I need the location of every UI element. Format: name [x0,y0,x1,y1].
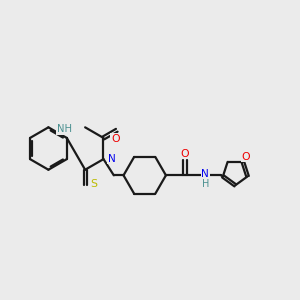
Text: O: O [111,134,120,143]
Text: H: H [202,178,209,189]
Text: N: N [202,169,209,179]
Text: O: O [242,152,250,162]
Text: N: N [108,154,116,164]
Text: S: S [90,178,97,189]
Text: NH: NH [57,124,72,134]
Text: O: O [181,148,189,158]
